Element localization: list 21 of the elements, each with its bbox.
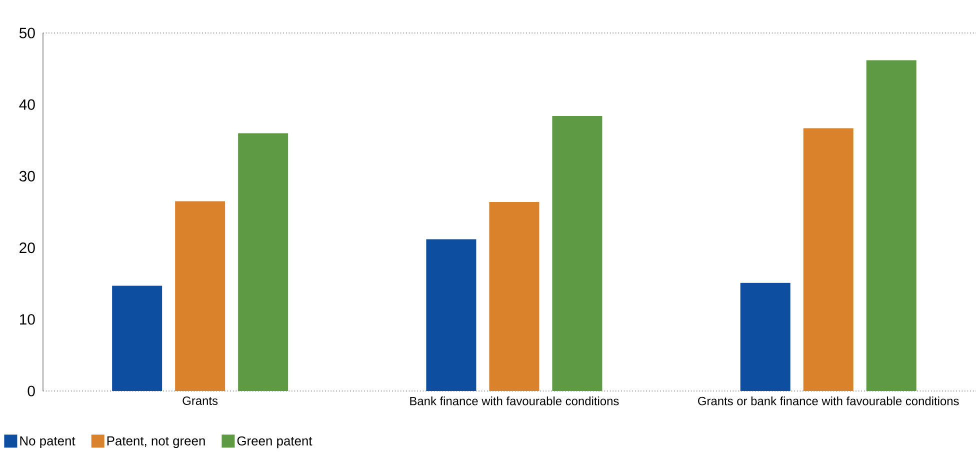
legend-label: Green patent — [237, 436, 312, 448]
x-tick-label: Grants or bank finance with favourable conditions — [698, 396, 959, 406]
bar — [489, 202, 540, 391]
bar — [112, 286, 162, 391]
bar — [552, 116, 602, 391]
y-tick-label: 30 — [19, 170, 35, 182]
bar — [238, 133, 288, 391]
bar — [740, 282, 790, 391]
legend-label: No patent — [20, 436, 76, 448]
bar — [175, 201, 226, 391]
x-tick-label: Grants — [182, 396, 218, 405]
bar — [426, 239, 476, 391]
y-tick-label: 50 — [19, 28, 35, 38]
y-tick-label: 40 — [19, 99, 35, 110]
x-tick-label: Bank finance with favourable conditions — [410, 396, 619, 406]
legend-label: Patent, not green — [107, 436, 205, 448]
bar — [803, 128, 854, 391]
y-tick-label: 10 — [20, 314, 35, 325]
y-tick-label: 20 — [20, 242, 35, 254]
y-tick-label: 0 — [28, 386, 35, 396]
bar — [866, 60, 916, 391]
